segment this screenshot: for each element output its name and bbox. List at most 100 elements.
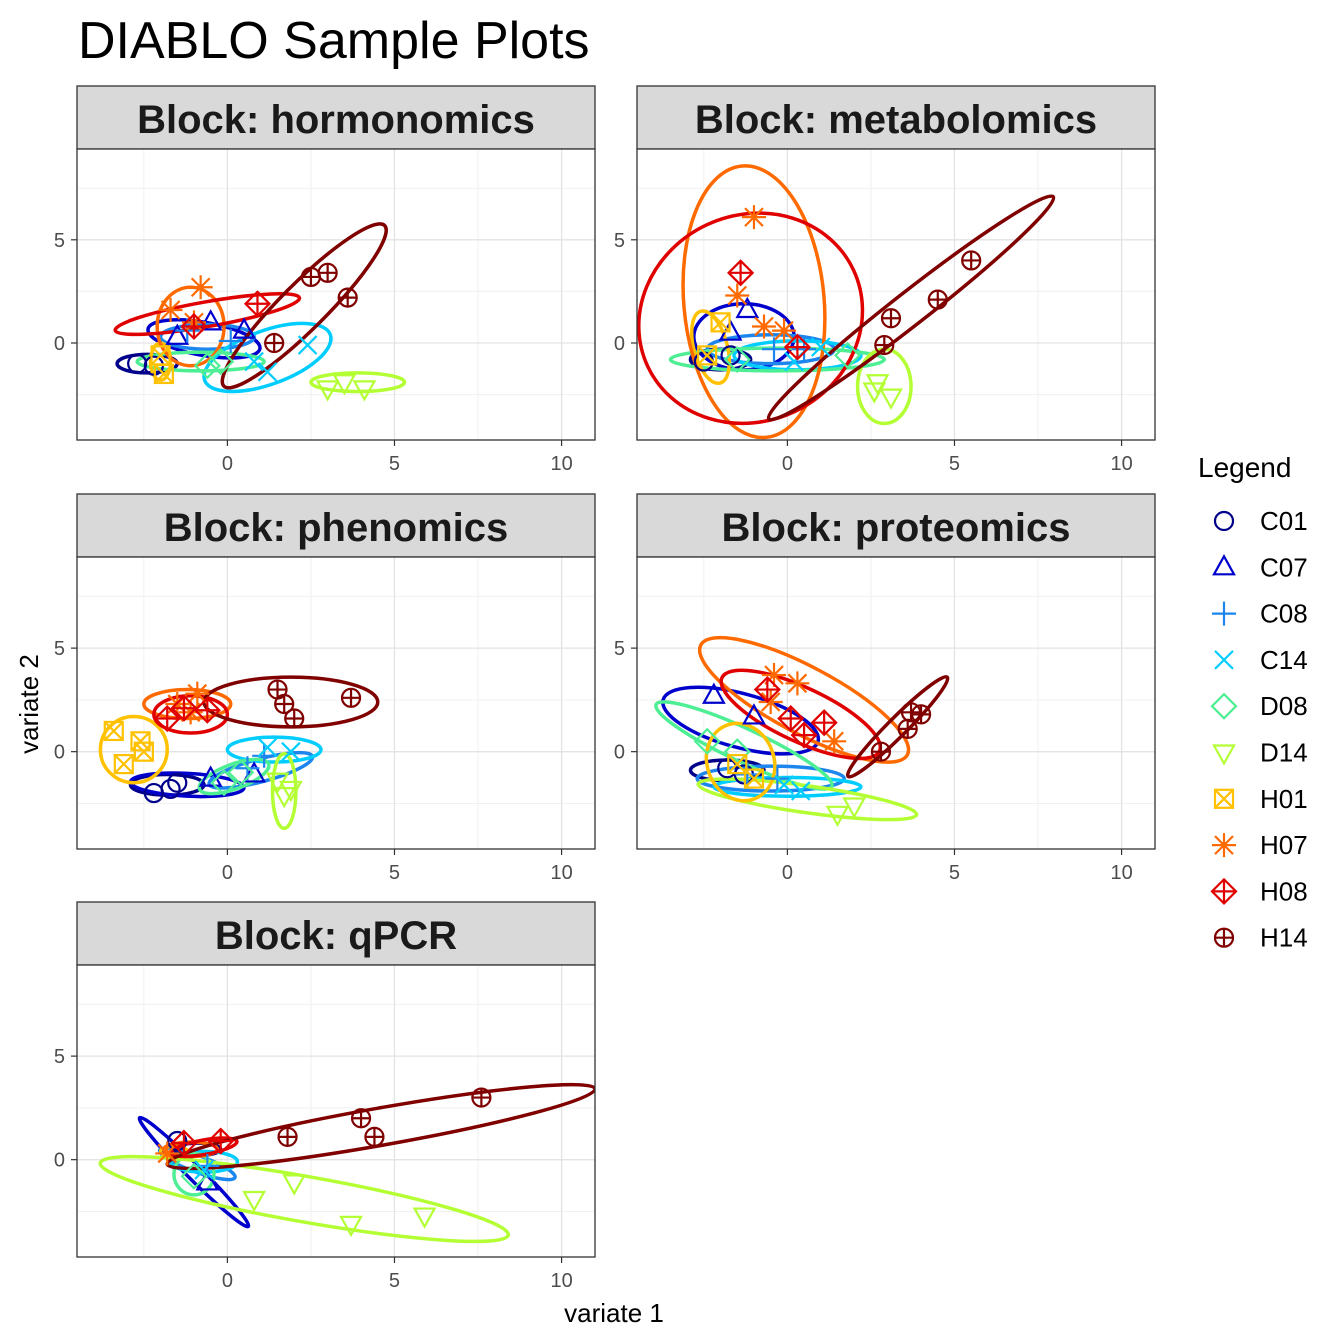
- panel-border: [76, 556, 596, 850]
- point-h07: [772, 318, 797, 343]
- ellipse-h14: [845, 675, 950, 779]
- x-tick-label: 5: [949, 453, 960, 475]
- ellipse-h01: [98, 714, 169, 785]
- point-d14: [315, 380, 340, 402]
- point-d08: [693, 727, 721, 755]
- point-h14: [350, 1108, 372, 1129]
- y-tick-label: 0: [54, 1150, 65, 1172]
- ellipse-d08: [654, 700, 834, 791]
- point-d14: [865, 374, 890, 396]
- legend-label: H08: [1260, 876, 1308, 906]
- plot-background: [77, 557, 595, 849]
- point-h14: [874, 334, 895, 356]
- gridlines: [637, 149, 1155, 440]
- point-h07: [725, 283, 750, 308]
- point-h14: [340, 687, 362, 708]
- data-layer: [98, 675, 380, 831]
- data-layer: [654, 635, 950, 828]
- point-h08: [727, 259, 755, 287]
- point-h01: [710, 312, 731, 333]
- point-d14: [339, 1215, 363, 1238]
- legend-label: H01: [1260, 784, 1308, 814]
- x-tick-label: 5: [389, 1270, 400, 1292]
- plot-background: [77, 965, 595, 1257]
- legend-key-h08: [1210, 877, 1238, 905]
- ellipse-c07: [661, 685, 821, 756]
- panel-qpcr: Block: qPCR 0 5 10 0 5: [54, 901, 596, 1292]
- legend-label: H14: [1260, 923, 1308, 953]
- panel-border: [636, 556, 1156, 850]
- legend-key-h07: [1212, 833, 1236, 858]
- ellipse-h01: [704, 721, 777, 803]
- point-c14: [297, 335, 318, 355]
- point-h08: [170, 694, 198, 722]
- point-h14: [317, 262, 338, 283]
- point-h08: [810, 709, 838, 737]
- point-c14: [244, 351, 264, 372]
- point-c01: [167, 1130, 188, 1152]
- panel-strip: [636, 85, 1156, 150]
- legend-key-h01: [1213, 788, 1235, 809]
- gridlines: [77, 557, 595, 849]
- panel-strip-label: Block: proteomics: [722, 506, 1071, 550]
- x-tick-label: 0: [222, 1270, 233, 1292]
- point-h14: [337, 287, 358, 308]
- legend-key-d14: [1212, 744, 1236, 766]
- x-tick-label: 0: [222, 453, 233, 475]
- legend-item-h01: H01: [1213, 784, 1308, 814]
- point-h01: [133, 741, 154, 762]
- panel-strip-label: Block: phenomics: [164, 506, 509, 550]
- point-h08: [207, 1127, 235, 1155]
- legend-label: H07: [1260, 830, 1308, 860]
- ellipse-h14: [220, 222, 388, 390]
- legend-label: C14: [1260, 645, 1308, 675]
- point-h14: [927, 289, 948, 310]
- point-h14: [910, 704, 932, 725]
- y-tick-label: 0: [54, 333, 65, 355]
- point-h14: [880, 308, 902, 329]
- point-c07: [198, 309, 223, 331]
- point-h14: [870, 741, 892, 762]
- point-h07: [822, 729, 847, 754]
- legend-title: Legend: [1198, 452, 1291, 483]
- y-tick-label: 5: [614, 638, 625, 660]
- point-h07: [751, 314, 776, 339]
- legend-label: D14: [1260, 738, 1308, 768]
- ellipse-h07: [142, 687, 233, 721]
- point-h08: [753, 675, 781, 704]
- point-h07: [741, 205, 766, 230]
- point-h14: [284, 708, 305, 729]
- legend-label: C01: [1260, 506, 1308, 536]
- x-tick-label: 10: [1110, 453, 1132, 475]
- point-c14: [257, 362, 278, 382]
- point-h08: [180, 312, 208, 341]
- legend-item-c01: C01: [1213, 506, 1308, 536]
- point-c01: [167, 772, 188, 793]
- point-h07: [762, 663, 787, 688]
- panel-border: [76, 148, 596, 441]
- point-d08: [180, 1162, 208, 1190]
- point-c01: [160, 778, 181, 800]
- point-c07: [232, 317, 256, 339]
- x-tick-label: 10: [550, 862, 572, 884]
- y-tick-label: 0: [54, 742, 65, 764]
- point-c14: [281, 741, 301, 762]
- point-c14: [790, 781, 811, 801]
- point-d14: [352, 380, 377, 402]
- y-tick-label: 5: [54, 638, 65, 660]
- y-axis-label: variate 2: [14, 654, 44, 754]
- point-h07: [155, 1141, 180, 1166]
- x-tick-label: 5: [949, 862, 960, 884]
- ellipse-d14: [696, 777, 919, 822]
- panel-strip: [76, 901, 596, 966]
- point-c07: [742, 703, 766, 725]
- panel-hormonomics: Block: hormonomics 0 5 10 0 5: [54, 85, 596, 475]
- point-c07: [701, 682, 726, 704]
- point-d14: [412, 1207, 437, 1229]
- point-h07: [785, 671, 810, 696]
- point-c07: [198, 765, 223, 787]
- point-c08: [218, 328, 243, 353]
- point-h14: [277, 1126, 298, 1147]
- x-tick-label: 5: [389, 453, 400, 475]
